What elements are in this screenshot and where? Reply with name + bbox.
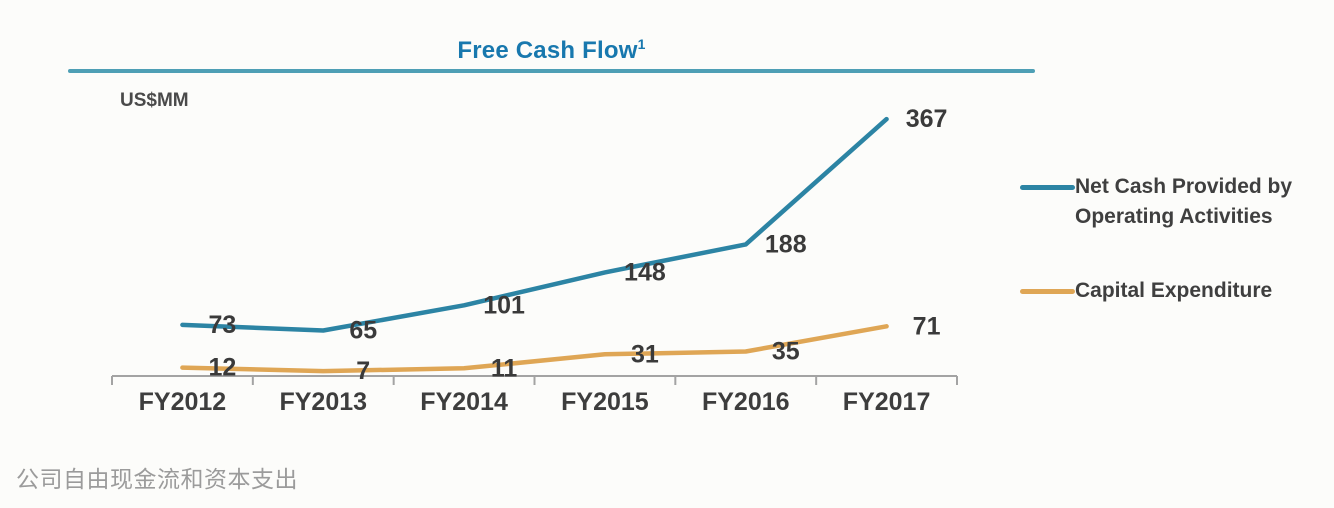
data-label: 188: [765, 230, 807, 258]
data-label: 367: [906, 105, 948, 133]
chart-title-text: Free Cash Flow: [457, 37, 638, 64]
x-tick-label: FY2013: [279, 388, 367, 416]
legend-swatch: [1020, 185, 1075, 190]
data-label: 101: [483, 291, 525, 319]
data-label: 73: [209, 311, 237, 339]
data-label: 12: [209, 354, 237, 382]
legend-label-line1: Net Cash Provided by: [1075, 175, 1293, 198]
chart-title: Free Cash Flow1: [68, 36, 1035, 65]
data-label: 71: [913, 312, 941, 340]
legend-label-line2: Operating Activities: [1075, 205, 1273, 228]
data-label: 31: [631, 340, 659, 368]
x-tick-label: FY2012: [139, 388, 227, 416]
legend-label: Capital Expenditure: [1075, 276, 1272, 306]
title-underline-rule: [68, 69, 1035, 73]
series-line-0: [180, 116, 889, 333]
data-label: 11: [491, 354, 518, 382]
data-label: 7: [356, 357, 370, 385]
x-tick-label: FY2017: [843, 388, 931, 416]
legend-swatch: [1020, 289, 1075, 294]
x-tick-label: FY2016: [702, 388, 790, 416]
data-label: 65: [349, 317, 377, 345]
data-label: 148: [624, 258, 666, 286]
legend: Net Cash Provided by Operating Activitie…: [1020, 172, 1320, 306]
data-label: 35: [772, 338, 800, 366]
legend-label: Net Cash Provided by Operating Activitie…: [1075, 172, 1292, 232]
footnote-marker: 1: [637, 36, 646, 52]
legend-entry-capital-expenditure: Capital Expenditure: [1020, 276, 1320, 306]
x-tick-label: FY2015: [561, 388, 649, 416]
series-line-1: [180, 324, 889, 374]
x-tick-label: FY2014: [420, 388, 508, 416]
unit-label: US$MM: [120, 90, 189, 111]
legend-entry-operating-cash: Net Cash Provided by Operating Activitie…: [1020, 172, 1320, 232]
legend-label-line1: Capital Expenditure: [1075, 279, 1273, 302]
caption-chinese: 公司自由现金流和资本支出: [16, 466, 298, 492]
